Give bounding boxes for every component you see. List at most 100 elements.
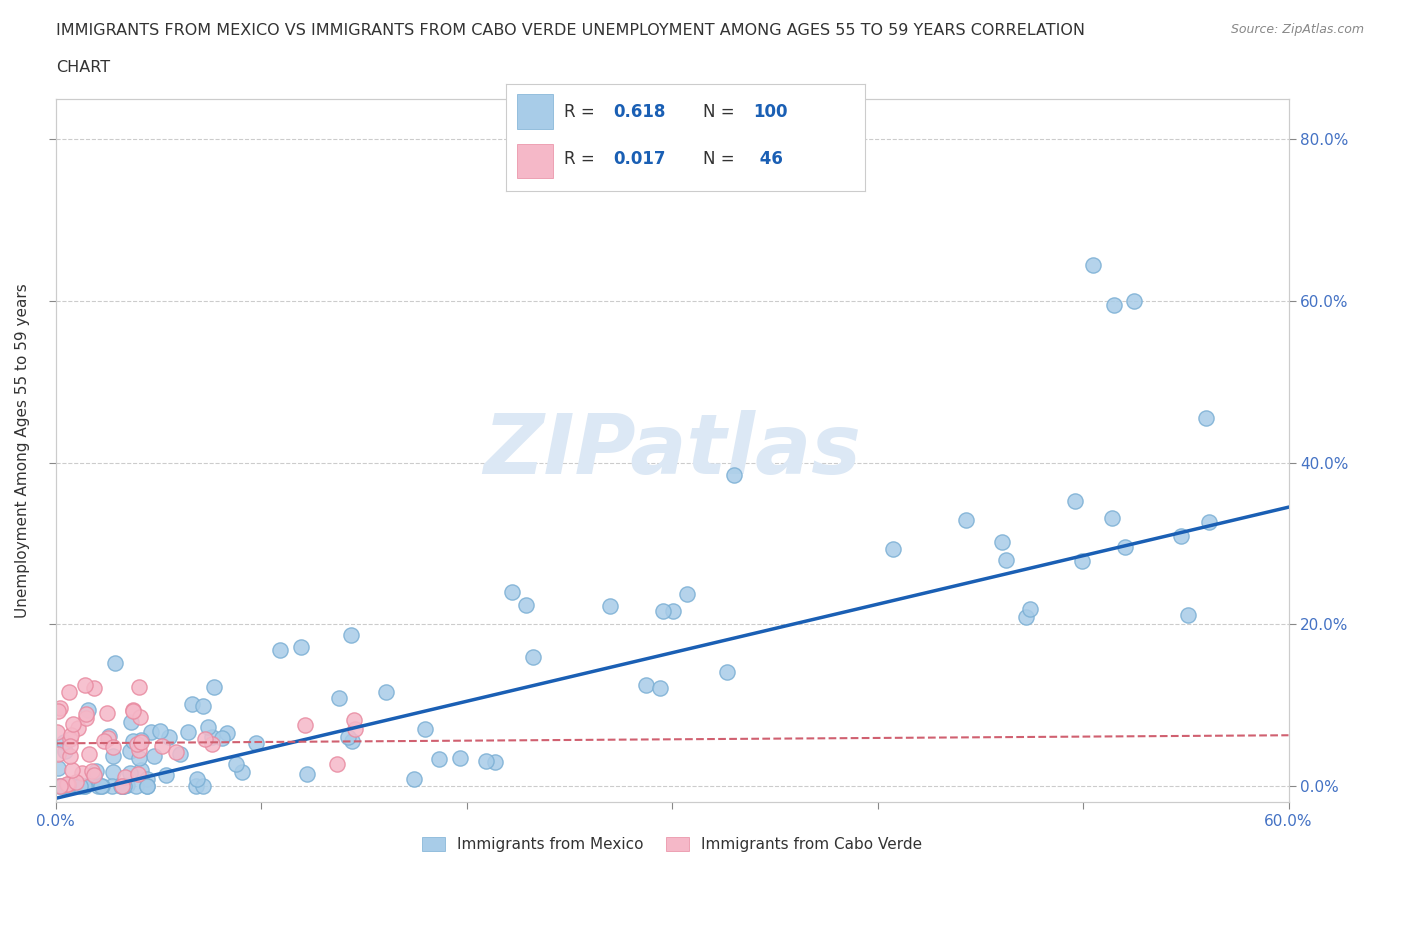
Point [75, 706, 97, 721]
Point [48, 778, 70, 793]
Point [676, 587, 699, 602]
Point [62, 716, 84, 731]
Point [59, 727, 82, 742]
Point [522, 650, 544, 665]
Point [157, 729, 180, 744]
Point [344, 722, 367, 737]
Text: 0.017: 0.017 [613, 150, 666, 168]
Y-axis label: Unemployment Among Ages 55 to 59 years: Unemployment Among Ages 55 to 59 years [15, 283, 30, 618]
Point [79, 747, 101, 762]
Point [58, 684, 80, 699]
Point [191, 698, 214, 713]
Text: IMMIGRANTS FROM MEXICO VS IMMIGRANTS FROM CABO VERDE UNEMPLOYMENT AMONG AGES 55 : IMMIGRANTS FROM MEXICO VS IMMIGRANTS FRO… [56, 23, 1085, 38]
Point [110, 778, 132, 793]
Point [225, 756, 247, 771]
Point [75, 711, 97, 725]
Point [342, 712, 364, 727]
Point [1071, 553, 1094, 568]
Point [955, 512, 977, 527]
Point [115, 777, 138, 792]
Point [1015, 609, 1038, 624]
Point [186, 771, 208, 786]
Point [101, 748, 124, 763]
Text: N =: N = [703, 103, 740, 121]
Point [101, 739, 124, 754]
Text: R =: R = [564, 103, 599, 121]
Point [131, 733, 153, 748]
Point [165, 745, 187, 760]
Point [59, 749, 82, 764]
Point [231, 764, 253, 779]
Point [83, 681, 105, 696]
Point [169, 746, 191, 761]
Point [1170, 528, 1192, 543]
Point [90, 778, 112, 793]
Point [340, 628, 363, 643]
Point [136, 772, 159, 787]
Point [1123, 294, 1146, 309]
Text: Source: ZipAtlas.com: Source: ZipAtlas.com [1230, 23, 1364, 36]
Point [46, 703, 69, 718]
Text: 46: 46 [754, 150, 782, 168]
Point [651, 604, 673, 618]
Point [111, 778, 134, 793]
Point [72, 765, 94, 780]
Point [184, 778, 207, 793]
Point [882, 541, 904, 556]
Point [60, 763, 83, 777]
Point [129, 763, 152, 777]
Point [128, 742, 150, 757]
Point [1114, 539, 1136, 554]
Point [1177, 607, 1199, 622]
Point [1198, 514, 1220, 529]
Point [65, 774, 87, 789]
Point [181, 697, 204, 711]
Point [128, 680, 150, 695]
Text: 100: 100 [754, 103, 787, 121]
Point [82, 764, 104, 778]
Point [297, 766, 319, 781]
Point [75, 778, 97, 793]
Text: ZIPatlas: ZIPatlas [484, 410, 860, 491]
Point [118, 765, 141, 780]
Point [155, 767, 177, 782]
Point [294, 717, 316, 732]
Point [501, 584, 523, 599]
Point [49, 778, 72, 793]
Point [55, 777, 77, 791]
Point [336, 730, 359, 745]
Point [197, 720, 219, 735]
Point [51, 778, 73, 793]
Point [48, 701, 70, 716]
Point [415, 722, 437, 737]
Point [723, 468, 745, 483]
Point [67, 721, 90, 736]
Point [215, 725, 238, 740]
Point [73, 678, 96, 693]
Point [194, 732, 217, 747]
Point [96, 706, 118, 721]
Point [269, 643, 291, 658]
Point [142, 749, 165, 764]
Text: R =: R = [564, 150, 599, 168]
Point [120, 714, 142, 729]
Point [202, 680, 225, 695]
Point [328, 691, 350, 706]
Point [84, 764, 107, 778]
Point [404, 771, 426, 786]
Point [449, 751, 471, 765]
Text: CHART: CHART [56, 60, 110, 75]
Point [86, 778, 108, 793]
Point [112, 778, 135, 793]
Point [662, 604, 685, 619]
Point [53, 744, 76, 759]
Point [515, 597, 537, 612]
Point [55, 778, 77, 793]
Point [111, 778, 134, 793]
Point [101, 778, 124, 793]
Bar [517, 94, 553, 128]
Point [128, 710, 150, 724]
Point [77, 702, 100, 717]
Point [1195, 411, 1218, 426]
Point [122, 702, 145, 717]
